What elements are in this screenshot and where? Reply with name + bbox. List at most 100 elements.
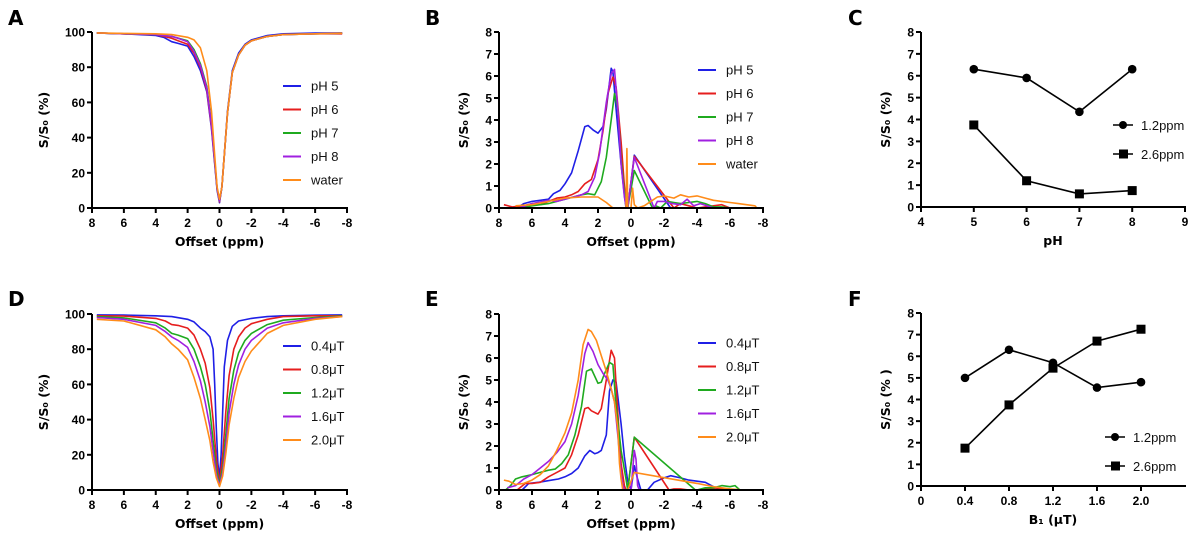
legend-item: 1.6μT (698, 406, 760, 421)
y-tick-label: 0 (485, 202, 492, 216)
x-tick-label: 8 (89, 216, 96, 230)
x-tick-label: -4 (692, 498, 703, 512)
panel-letter: B (425, 6, 440, 30)
y-tick-label: 8 (485, 26, 492, 40)
series-line (96, 32, 343, 202)
series-2-0-t (503, 328, 744, 491)
legend-item: 1.2μT (283, 386, 345, 401)
y-tick-label: 1 (907, 179, 914, 193)
y-tick-label: 40 (72, 413, 86, 427)
series-line (518, 68, 714, 209)
y-tick-label: 6 (485, 70, 492, 84)
legend-label: 1.6μT (726, 406, 760, 421)
x-tick-label: 4 (152, 216, 159, 230)
legend-label: pH 6 (311, 102, 338, 117)
legend-marker-square (1119, 149, 1128, 159)
x-tick-label: 4 (562, 216, 569, 230)
series-line (516, 67, 672, 209)
y-tick-label: 3 (907, 415, 914, 429)
panel-c: C 0 1 2 3 4 5 6 7 8 4 5 6 7 8 9 pH S/S₀ (%) 1.2ppm 2.6ppm (848, 6, 1189, 248)
y-tick-label: 2 (907, 157, 914, 171)
x-tick-label: 6 (529, 498, 536, 512)
legend-item: 0.8μT (283, 362, 345, 377)
y-tick-label: 80 (72, 61, 86, 75)
x-tick-label: 2 (184, 216, 191, 230)
legend-label: 1.2ppm (1133, 430, 1176, 445)
legend-label: 1.2μT (311, 386, 345, 401)
x-tick-label: 8 (496, 216, 503, 230)
series-line (96, 32, 343, 203)
x-tick-label: -4 (278, 216, 289, 230)
x-tick-label: 0 (918, 494, 925, 508)
legend-item: 2.6ppm (1105, 459, 1176, 474)
legend-label: water (310, 173, 343, 188)
data-point-circle (1127, 64, 1137, 74)
y-tick-label: 2 (485, 158, 492, 172)
y-axis-title: S/S₀ (%) (456, 374, 471, 430)
x-tick-label: 5 (970, 215, 977, 229)
y-tick-label: 80 (72, 343, 86, 357)
x-tick-label: 0 (628, 216, 635, 230)
y-tick-label: 1 (907, 458, 914, 472)
legend-label: 2.6ppm (1141, 147, 1184, 162)
x-tick-label: -2 (659, 498, 670, 512)
legend-item: pH 7 (698, 110, 753, 125)
legend-label: 0.4μT (311, 339, 345, 354)
legend: 1.2ppm 2.6ppm (1113, 118, 1184, 162)
data-point-circle (1075, 107, 1084, 117)
y-axis-title: S/S₀ (%) (878, 91, 893, 147)
legend-item: pH 8 (283, 149, 338, 164)
series-line (973, 124, 1133, 195)
series-ph-5 (96, 32, 343, 204)
series-0-4-t (96, 314, 343, 479)
y-tick-label: 5 (907, 371, 914, 385)
data-point-circle (969, 64, 979, 74)
y-tick-label: 1 (485, 462, 492, 476)
panel-letter: F (848, 287, 862, 311)
panel-letter: D (8, 287, 25, 311)
series-line (503, 328, 744, 491)
series-line (96, 315, 343, 486)
x-tick-label: 0 (216, 498, 223, 512)
series-line (96, 314, 343, 484)
legend-label: 1.2ppm (1141, 118, 1184, 133)
legend: 0.4μT 0.8μT 1.2μT 1.6μT 2.0μT (283, 339, 345, 448)
data-point-square (1022, 176, 1032, 186)
x-tick-label: 2 (595, 216, 602, 230)
x-tick-label: 1.2 (1045, 494, 1062, 508)
legend-label: pH 7 (726, 110, 753, 125)
data-point-square (1074, 189, 1084, 199)
series-0-8-t (96, 314, 343, 484)
x-tick-label: -8 (758, 216, 769, 230)
x-tick-label: 2 (595, 498, 602, 512)
y-tick-label: 40 (72, 131, 86, 145)
y-tick-label: 4 (907, 113, 914, 127)
series-ph-7 (96, 32, 343, 202)
legend-label: pH 5 (726, 63, 753, 78)
y-tick-label: 20 (72, 448, 86, 462)
legend-item: 1.2ppm (1113, 118, 1184, 133)
x-tick-label: 1.6 (1089, 494, 1106, 508)
x-tick-label: 9 (1182, 215, 1189, 229)
y-tick-label: 3 (485, 418, 492, 432)
data-point-square (960, 443, 970, 453)
x-tick-label: -2 (246, 498, 257, 512)
x-axis-title: pH (1043, 233, 1062, 248)
legend-label: 1.6μT (311, 409, 345, 424)
y-tick-label: 2 (485, 440, 492, 454)
data-point-square (1127, 186, 1137, 196)
x-tick-label: -2 (659, 216, 670, 230)
data-point-square (1004, 400, 1014, 410)
legend-item: 2.0μT (283, 433, 345, 448)
series-line (96, 315, 343, 487)
x-tick-label: 2 (184, 498, 191, 512)
y-tick-label: 20 (72, 166, 86, 180)
y-tick-label: 0 (78, 484, 85, 498)
data-point-circle (1136, 377, 1146, 387)
series-line (964, 328, 1142, 449)
legend-item: 2.6ppm (1113, 147, 1184, 162)
series-1-2-t (96, 315, 343, 486)
series-ph-6 (96, 32, 343, 203)
